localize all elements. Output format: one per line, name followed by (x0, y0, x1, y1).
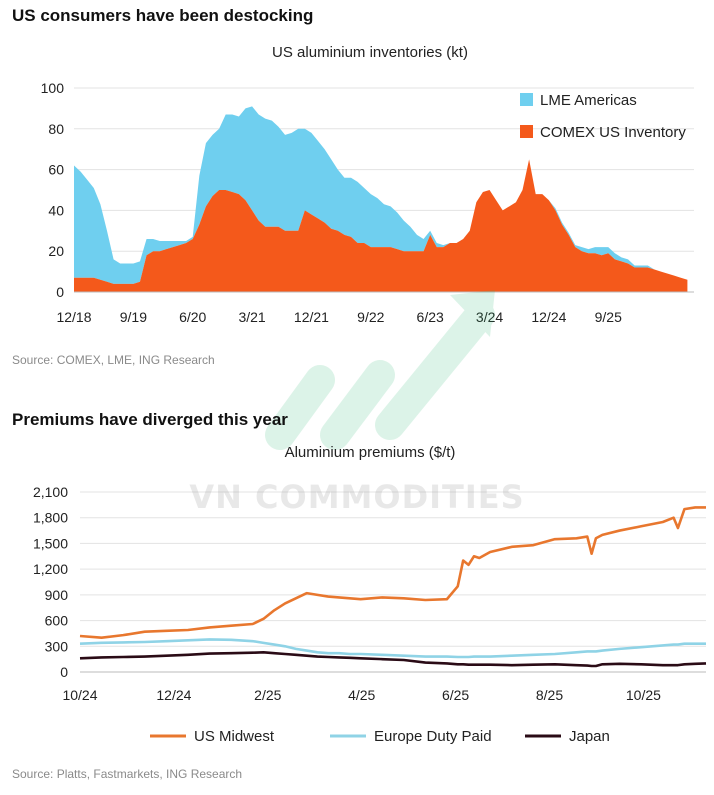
chart1-heading: US consumers have been destocking (12, 6, 314, 25)
chart1-x-tick-label: 9/22 (357, 309, 384, 325)
chart2-y-tick-label: 900 (45, 587, 69, 603)
chart1-x-tick-label: 6/20 (179, 309, 206, 325)
chart1-y-tick-label: 40 (48, 202, 64, 218)
chart2-y-tick-label: 0 (60, 664, 68, 680)
chart1-x-tick-label: 9/25 (595, 309, 622, 325)
chart1-x-tick-label: 12/24 (531, 309, 566, 325)
chart2-y-tick-label: 1,200 (33, 561, 68, 577)
series-comex-area (74, 159, 688, 292)
chart2-y-tick-label: 300 (45, 638, 69, 654)
chart2-x-tick-label: 10/24 (62, 687, 97, 703)
legend-swatch (520, 125, 533, 138)
legend-label: Europe Duty Paid (374, 728, 492, 745)
chart2-x-tick-label: 12/24 (156, 687, 191, 703)
chart1-source: Source: COMEX, LME, ING Research (12, 353, 215, 367)
chart1-y-tick-label: 100 (41, 80, 65, 96)
chart2-x-tick-label: 10/25 (626, 687, 661, 703)
legend-swatch (520, 93, 533, 106)
chart2-source: Source: Platts, Fastmarkets, ING Researc… (12, 767, 243, 781)
series-europe-duty-paid-line (79, 638, 706, 659)
chart2-x-tick-label: 8/25 (536, 687, 563, 703)
chart1-x-tick-label: 3/21 (238, 309, 265, 325)
legend-label: Japan (569, 728, 610, 745)
chart1-y-tick-label: 0 (56, 284, 64, 300)
chart2-y-tick-label: 2,100 (33, 484, 68, 500)
legend-label: COMEX US Inventory (540, 124, 686, 141)
chart1-x-tick-label: 12/21 (294, 309, 329, 325)
chart2-x-tick-label: 2/25 (254, 687, 281, 703)
legend-label: LME Americas (540, 92, 637, 109)
chart2-title: Aluminium premiums ($/t) (284, 444, 456, 461)
inventory-area-chart: 100 80 60 40 20 0 12/18 9/19 6/20 3/21 12/21 9/22 6/… (41, 80, 694, 325)
chart1-x-tick-label: 12/18 (56, 309, 91, 325)
chart2-y-tick-label: 600 (45, 613, 69, 629)
chart1-y-tick-label: 80 (48, 121, 64, 137)
premiums-line-chart: 2,100 1,800 1,500 1,200 900 600 300 0 10/24 12/24… (33, 484, 707, 745)
chart1-y-tick-label: 20 (48, 243, 64, 259)
chart1-x-tick-label: 9/19 (120, 309, 147, 325)
series-us-midwest-line (79, 506, 706, 640)
chart1-x-tick-label: 3/24 (476, 309, 503, 325)
chart1-title: US aluminium inventories (kt) (272, 44, 468, 61)
chart2-y-tick-label: 1,800 (33, 510, 68, 526)
series-lme-americas-area (74, 106, 688, 284)
chart1-x-tick-label: 6/23 (417, 309, 444, 325)
legend-label: US Midwest (194, 728, 275, 745)
series-japan-line (79, 650, 707, 668)
chart2-heading: Premiums have diverged this year (12, 410, 288, 429)
chart2-x-tick-label: 6/25 (442, 687, 469, 703)
chart2-x-tick-label: 4/25 (348, 687, 375, 703)
chart1-y-tick-label: 60 (48, 162, 64, 178)
chart2-y-tick-label: 1,500 (33, 535, 68, 551)
